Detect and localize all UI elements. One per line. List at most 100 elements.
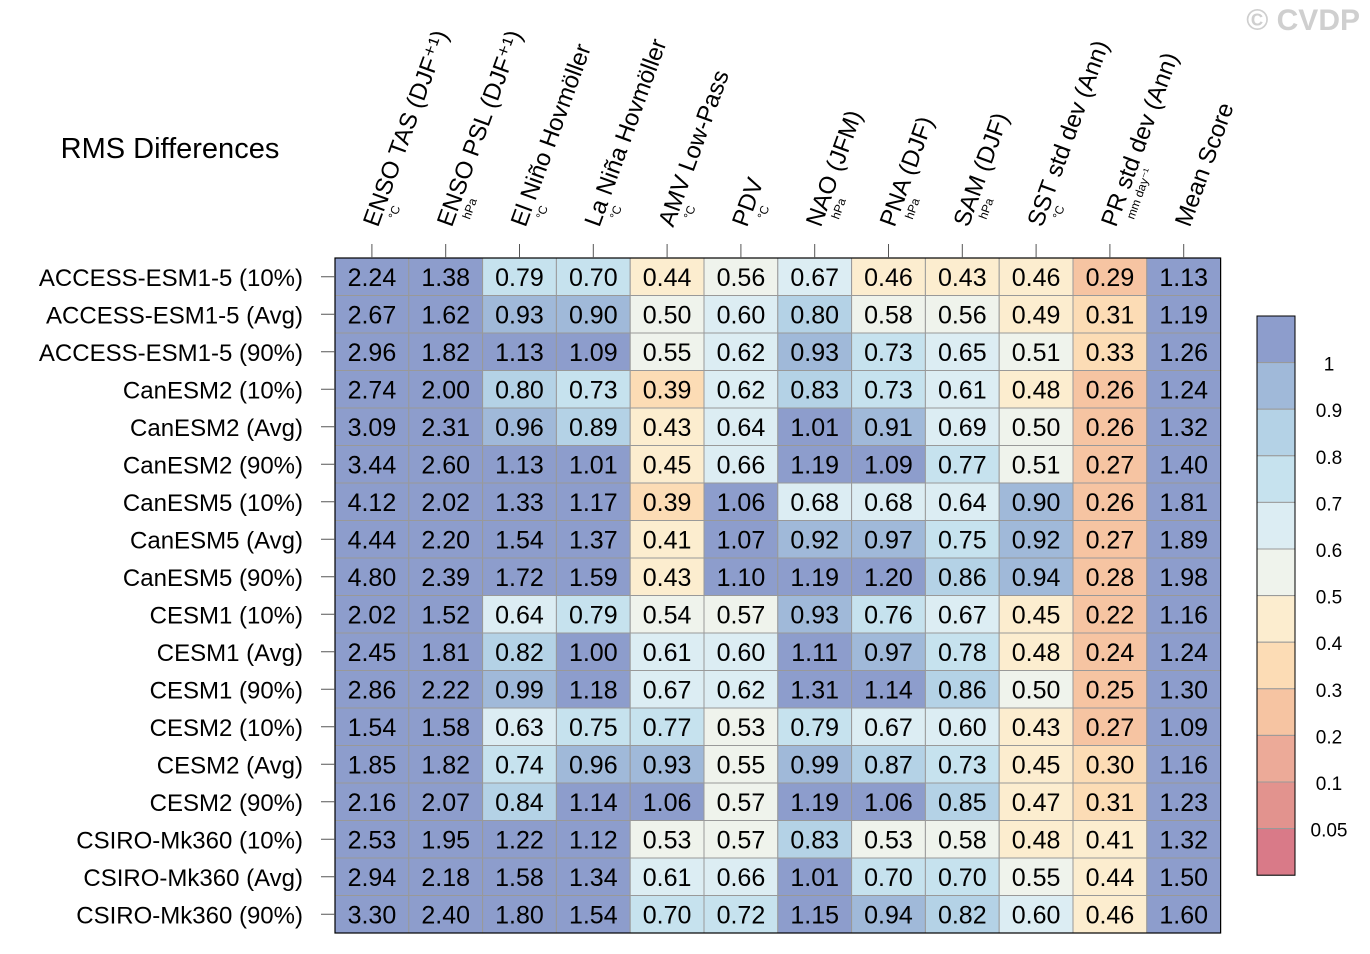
heatmap-cell <box>1146 295 1222 334</box>
cell-value-label: 2.86 <box>348 676 397 704</box>
cell-value-label: 0.60 <box>717 301 766 329</box>
cell-value-label: 0.72 <box>717 901 766 929</box>
cell-value-label: 0.46 <box>1086 901 1135 929</box>
cell-value-label: 0.53 <box>643 826 692 854</box>
cell-value-label: 0.67 <box>643 676 692 704</box>
heatmap-cell <box>703 707 779 746</box>
heatmap-cell <box>998 482 1074 521</box>
cell-value-label: 1.31 <box>790 676 839 704</box>
heatmap-cell <box>703 595 779 634</box>
cell-value-label: 4.80 <box>348 564 397 592</box>
heatmap-cell <box>1072 670 1148 709</box>
heatmap-cell <box>555 482 631 521</box>
row-label: CSIRO-Mk360 (Avg) <box>83 865 303 892</box>
cell-value-label: 0.53 <box>864 826 913 854</box>
colorbar-swatch <box>1256 734 1296 783</box>
cell-value-label: 0.60 <box>938 714 987 742</box>
cell-value-label: 1.62 <box>421 301 470 329</box>
heatmap-cell <box>777 482 853 521</box>
row-label: CanESM5 (Avg) <box>130 527 303 554</box>
cell-value-label: 0.90 <box>1012 489 1061 517</box>
cell-value-label: 1.06 <box>717 489 766 517</box>
heatmap-cell <box>1072 895 1148 934</box>
cell-value-label: 0.45 <box>643 451 692 479</box>
cell-value-label: 0.33 <box>1086 339 1135 367</box>
cell-value-label: 0.92 <box>1012 526 1061 554</box>
cell-value-label: 1.11 <box>791 639 838 667</box>
cell-value-label: 0.77 <box>643 714 692 742</box>
colorbar-swatch <box>1256 595 1296 643</box>
cell-value-label: 1.13 <box>1159 264 1208 292</box>
colorbar-label: 0.2 <box>1316 727 1342 748</box>
row-label: CESM2 (90%) <box>150 790 303 817</box>
cell-value-label: 1.72 <box>495 564 544 592</box>
cell-value-label: 0.83 <box>790 826 839 854</box>
colorbar-label: 0.7 <box>1316 494 1342 515</box>
heatmap-cell <box>1072 557 1148 596</box>
heatmap-cell <box>924 520 1000 559</box>
cell-value-label: 0.61 <box>643 639 692 667</box>
heatmap-cell <box>555 557 631 596</box>
colorbar-swatch <box>1256 828 1296 876</box>
cell-value-label: 0.50 <box>1012 414 1061 442</box>
column-label: La Niña Hovmöller <box>580 35 673 230</box>
heatmap-cell <box>924 295 1000 334</box>
heatmap-cell <box>1072 782 1148 821</box>
heatmap-cell <box>482 895 557 934</box>
heatmap-cell <box>998 407 1074 446</box>
heatmap-cell <box>777 595 853 634</box>
cell-value-label: 1.06 <box>864 789 913 817</box>
heatmap-cell <box>334 857 410 896</box>
heatmap-cell <box>334 632 410 671</box>
heatmap-cell <box>851 782 926 821</box>
heatmap-cell <box>851 370 926 409</box>
heatmap-cell <box>1146 895 1222 934</box>
heatmap-cell <box>482 295 557 334</box>
cell-value-label: 4.44 <box>348 526 397 554</box>
cell-value-label: 0.58 <box>864 301 913 329</box>
heatmap-cell <box>998 707 1074 746</box>
heatmap-cell <box>555 782 631 821</box>
cell-value-label: 1.32 <box>1159 414 1208 442</box>
heatmap-cell <box>408 820 484 859</box>
heatmap-cell <box>629 595 705 634</box>
cell-value-label: 0.61 <box>938 376 987 404</box>
colorbar-swatch <box>1256 501 1296 550</box>
cell-value-label: 0.50 <box>1012 676 1061 704</box>
heatmap-cell <box>629 707 705 746</box>
heatmap-cell <box>629 745 705 784</box>
cell-value-label: 0.62 <box>717 376 766 404</box>
cell-value-label: 0.70 <box>643 901 692 929</box>
row-label: CanESM2 (90%) <box>123 452 303 479</box>
heatmap-cell <box>924 707 1000 746</box>
heatmap-cell <box>777 295 853 334</box>
cell-value-label: 0.82 <box>495 639 544 667</box>
heatmap-cell <box>1072 745 1148 784</box>
cell-value-label: 0.82 <box>938 901 987 929</box>
heatmap-cell <box>408 295 484 334</box>
heatmap-cell <box>777 332 853 371</box>
heatmap-cell <box>777 557 853 596</box>
heatmap-cell <box>1146 857 1222 896</box>
cell-value-label: 0.54 <box>643 601 692 629</box>
heatmap-cell <box>1146 445 1222 484</box>
cell-value-label: 1.82 <box>421 751 470 779</box>
heatmap-cell <box>998 857 1074 896</box>
row-labels: ACCESS-ESM1-5 (10%) ACCESS-ESM1-5 (Avg) AC… <box>39 265 335 929</box>
cell-value-label: 1.38 <box>421 264 470 292</box>
cell-value-label: 1.07 <box>717 526 766 554</box>
cell-value-label: 0.46 <box>864 264 913 292</box>
cell-value-label: 2.53 <box>348 826 397 854</box>
colorbar-border <box>1256 315 1296 876</box>
cell-value-label: 0.97 <box>864 526 913 554</box>
cell-value-label: 0.75 <box>938 526 987 554</box>
cell-value-label: 0.51 <box>1012 339 1061 367</box>
row-label: CESM1 (Avg) <box>157 640 303 667</box>
cell-value-label: 0.43 <box>1012 714 1061 742</box>
heatmap-cell <box>1146 632 1222 671</box>
colorbar-label: 0.4 <box>1316 634 1343 655</box>
cell-value-label: 0.55 <box>1012 864 1061 892</box>
cell-value-label: 1.00 <box>569 639 618 667</box>
cell-value-label: 0.94 <box>1012 564 1061 592</box>
heatmap-cell <box>629 520 705 559</box>
